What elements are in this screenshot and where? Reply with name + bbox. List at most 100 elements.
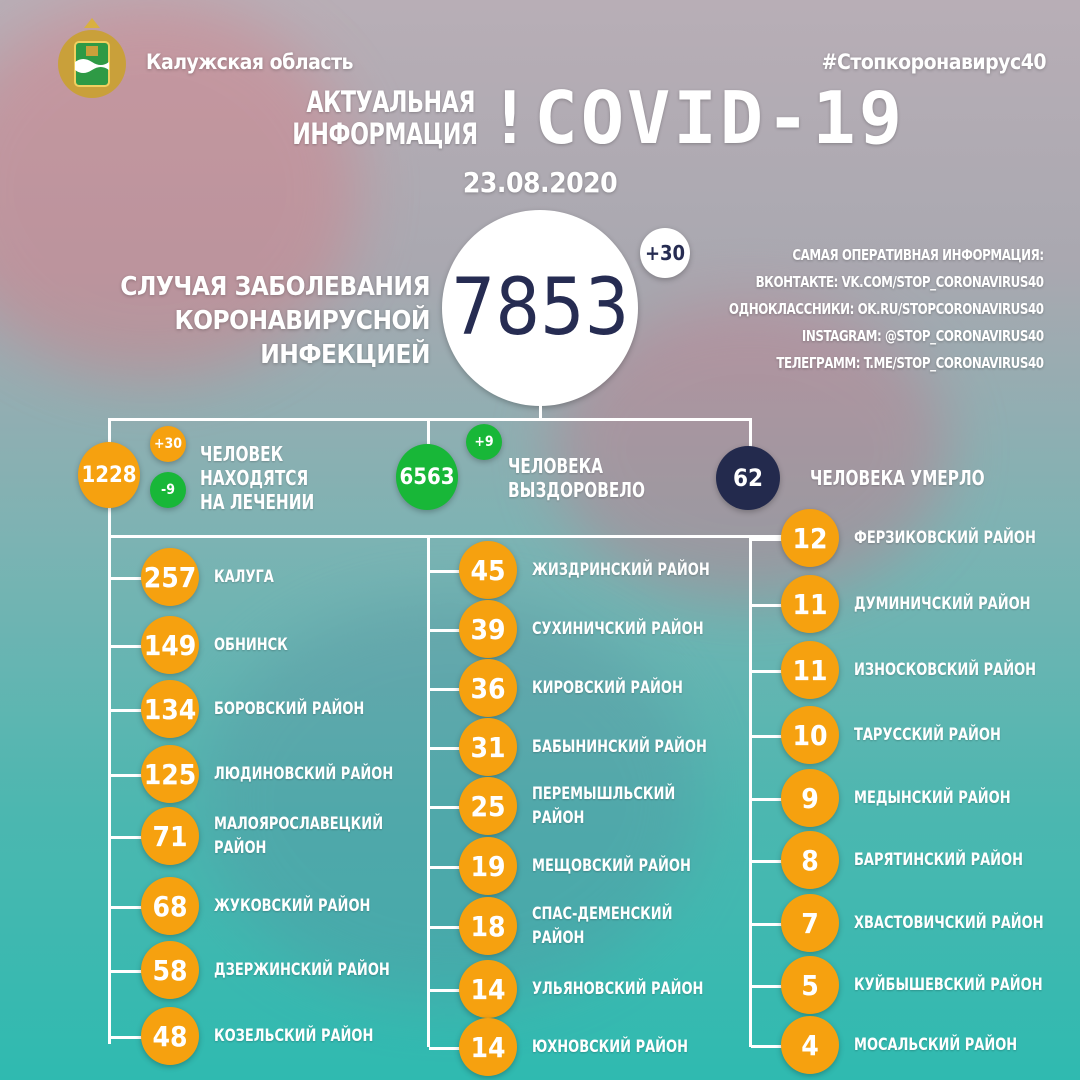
district-count: 68: [141, 877, 199, 935]
title-covid: !COVID-19: [488, 76, 906, 160]
title-subtitle: АКТУАЛЬНАЯ ИНФОРМАЦИЯ: [292, 85, 478, 150]
total-label-line-2: КОРОНАВИРУСНОЙ ИНФЕКЦИЕЙ: [174, 306, 431, 370]
treatment-count: 1228: [78, 442, 140, 508]
connector-line: [749, 535, 752, 1047]
connector-line: [751, 538, 790, 541]
district-count: 149: [141, 616, 199, 674]
district-name: ЖИЗДРИНСКИЙ РАЙОН: [532, 560, 710, 580]
hashtag: #Стопкоронавирус40: [821, 50, 1047, 74]
district-count: 19: [459, 837, 517, 895]
connector-line: [108, 535, 783, 538]
district-name: МЕЩОВСКИЙ РАЙОН: [532, 856, 691, 876]
connector-line: [108, 418, 752, 421]
district-name: ДУМИНИЧСКИЙ РАЙОН: [854, 594, 1031, 614]
district-name: ПЕРЕМЫШЛЬСКИЙ РАЙОН: [532, 784, 676, 828]
district-count: 5: [781, 956, 839, 1014]
district-count: 45: [459, 541, 517, 599]
treatment-plus-badge: +30: [150, 426, 186, 462]
died-count: 62: [716, 446, 780, 510]
contact-instagram[interactable]: INSTAGRAM: @STOP_CORONAVIRUS40: [802, 327, 1044, 345]
district-name: ЖУКОВСКИЙ РАЙОН: [214, 896, 371, 916]
district-name: МАЛОЯРОСЛАВЕЦКИЙ РАЙОН: [214, 814, 384, 858]
district-name: СПАС-ДЕМЕНСКИЙ РАЙОН: [532, 904, 673, 948]
connector-line: [110, 836, 150, 839]
connector-line: [429, 926, 468, 929]
district-count: 58: [141, 941, 199, 999]
district-name: ТАРУССКИЙ РАЙОН: [854, 725, 1001, 745]
district-name: КИРОВСКИЙ РАЙОН: [532, 678, 683, 698]
district-count: 134: [141, 680, 199, 738]
district-name: ДЗЕРЖИНСКИЙ РАЙОН: [214, 960, 390, 980]
district-name: СУХИНИЧСКИЙ РАЙОН: [532, 619, 704, 639]
total-label-line-1: СЛУЧАЯ ЗАБОЛЕВАНИЯ: [120, 272, 430, 302]
district-count: 125: [141, 745, 199, 803]
connector-line: [427, 418, 430, 444]
connector-line: [539, 404, 542, 420]
region-name: Калужская область: [146, 50, 354, 74]
connector-line: [429, 1047, 468, 1050]
district-name: ЮХНОВСКИЙ РАЙОН: [532, 1037, 688, 1057]
treatment-label: ЧЕЛОВЕК НАХОДЯТСЯ НА ЛЕЧЕНИИ: [200, 442, 315, 514]
district-name: КОЗЕЛЬСКИЙ РАЙОН: [214, 1026, 374, 1046]
district-count: 36: [459, 659, 517, 717]
district-name: ФЕРЗИКОВСКИЙ РАЙОН: [854, 528, 1036, 548]
district-count: 18: [459, 897, 517, 955]
total-cases-circle: 7853: [442, 210, 638, 406]
connector-line: [110, 577, 150, 580]
district-count: 11: [781, 575, 839, 633]
connector-line: [751, 735, 790, 738]
connector-line: [110, 906, 150, 909]
district-count: 39: [459, 600, 517, 658]
connector-line: [751, 860, 790, 863]
district-name: ЛЮДИНОВСКИЙ РАЙОН: [214, 764, 394, 784]
district-count: 257: [141, 548, 199, 606]
district-count: 14: [459, 1018, 517, 1076]
connector-line: [110, 970, 150, 973]
contact-ok[interactable]: ОДНОКЛАССНИКИ: OK.RU/STOPCORONAVIRUS40: [729, 300, 1044, 318]
district-name: КАЛУГА: [214, 567, 274, 587]
district-name: ХВАСТОВИЧСКИЙ РАЙОН: [854, 913, 1044, 933]
connector-line: [110, 774, 150, 777]
connector-line: [110, 645, 150, 648]
district-count: 25: [459, 777, 517, 835]
district-count: 4: [781, 1016, 839, 1074]
connector-line: [429, 989, 468, 992]
district-count: 8: [781, 831, 839, 889]
treatment-minus-badge: -9: [150, 472, 186, 508]
contact-telegram[interactable]: ТЕЛЕГРАММ: T.ME/STOP_CORONAVIRUS40: [776, 354, 1045, 372]
total-label: СЛУЧАЯ ЗАБОЛЕВАНИЯ КОРОНАВИРУСНОЙ ИНФЕКЦ…: [30, 270, 430, 372]
connector-line: [751, 1045, 790, 1048]
connector-line: [427, 535, 430, 1047]
connector-line: [429, 747, 468, 750]
connector-line: [110, 709, 150, 712]
district-name: БАРЯТИНСКИЙ РАЙОН: [854, 850, 1023, 870]
district-count: 7: [781, 894, 839, 952]
connector-line: [751, 985, 790, 988]
connector-line: [429, 688, 468, 691]
recovered-plus-badge: +9: [466, 424, 502, 460]
contact-vk[interactable]: ВКОНТАКТЕ: VK.COM/STOP_CORONAVIRUS40: [755, 273, 1045, 291]
total-delta-badge: +30: [640, 228, 690, 278]
district-count: 11: [781, 641, 839, 699]
district-name: КУЙБЫШЕВСКИЙ РАЙОН: [854, 975, 1043, 995]
recovered-count: 6563: [396, 444, 458, 510]
district-name: УЛЬЯНОВСКИЙ РАЙОН: [532, 979, 704, 999]
district-name: МЕДЫНСКИЙ РАЙОН: [854, 788, 1011, 808]
district-count: 10: [781, 706, 839, 764]
connector-line: [429, 570, 468, 573]
connector-line: [751, 798, 790, 801]
contacts-block: САМАЯ ОПЕРАТИВНАЯ ИНФОРМАЦИЯ: ВКОНТАКТЕ:…: [729, 242, 1044, 377]
background-virus: [200, 600, 700, 1000]
district-name: БАБЫНИНСКИЙ РАЙОН: [532, 737, 707, 757]
connector-line: [749, 418, 752, 448]
report-date: 23.08.2020: [0, 166, 1080, 199]
title-line-1: АКТУАЛЬНАЯ: [306, 85, 475, 119]
district-count: 48: [141, 1007, 199, 1065]
connector-line: [429, 866, 468, 869]
contacts-heading: САМАЯ ОПЕРАТИВНАЯ ИНФОРМАЦИЯ:: [792, 246, 1045, 264]
connector-line: [108, 418, 111, 1044]
district-name: МОСАЛЬСКИЙ РАЙОН: [854, 1035, 1018, 1055]
district-name: БОРОВСКИЙ РАЙОН: [214, 699, 365, 719]
district-count: 9: [781, 769, 839, 827]
